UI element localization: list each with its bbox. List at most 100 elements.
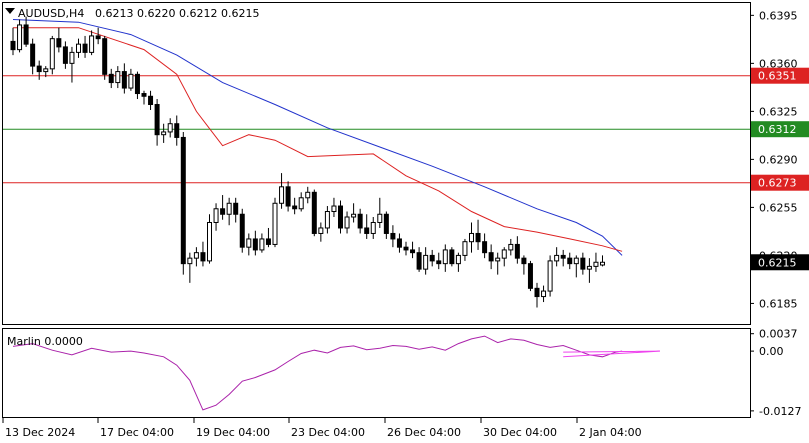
- candle-body: [226, 202, 232, 215]
- candle-body: [403, 246, 409, 251]
- candle-body: [593, 261, 599, 267]
- marlin-line: [12, 335, 623, 411]
- candle-body: [69, 51, 75, 64]
- price-panel[interactable]: [2, 2, 751, 325]
- candle-body: [154, 104, 160, 136]
- candle-body: [128, 73, 134, 89]
- candle-body: [331, 205, 337, 213]
- indicator-tick-label: 0.00: [759, 345, 784, 358]
- candle-body: [318, 227, 324, 234]
- price-tick-label: 0.6290: [759, 153, 798, 166]
- candle-body: [554, 254, 560, 262]
- candle-body: [377, 213, 383, 223]
- candle-body: [298, 197, 304, 210]
- candle-body: [259, 238, 265, 251]
- candle-body: [364, 227, 370, 234]
- candle-body: [56, 38, 62, 48]
- candle-body: [220, 208, 226, 215]
- candle-body: [30, 43, 36, 67]
- candle-body: [560, 254, 566, 259]
- candle-body: [586, 265, 592, 270]
- candle-body: [573, 257, 579, 265]
- candle-body: [600, 261, 605, 266]
- candle-body: [239, 213, 245, 248]
- candle-body: [541, 290, 547, 298]
- candle-body: [246, 238, 252, 248]
- ma-slow-line: [12, 19, 623, 256]
- time-tick-label: 26 Dec 04:00: [387, 426, 461, 439]
- candle-body: [416, 252, 422, 270]
- candle-body: [200, 252, 206, 262]
- current-price-label: 0.6215: [758, 256, 797, 269]
- candle-body: [252, 238, 258, 251]
- candle-body: [102, 38, 108, 75]
- candle-body: [82, 43, 88, 53]
- indicator-panel[interactable]: [2, 328, 751, 418]
- current-price-tag: [751, 254, 809, 271]
- candle-body: [89, 35, 95, 53]
- horizontal-levels: [3, 75, 750, 184]
- candle-body: [62, 46, 68, 64]
- candle-body: [423, 254, 429, 270]
- indicator-title: Marlin 0.0000: [7, 335, 83, 348]
- marlin-indicator: 0.0037 0.00 -0.0127: [12, 328, 801, 418]
- candle-body: [469, 232, 474, 243]
- candle-body: [187, 257, 193, 265]
- time-tick-label: 23 Dec 04:00: [291, 426, 365, 439]
- candle-body: [495, 257, 501, 262]
- candle-body: [193, 252, 199, 259]
- candle-body: [534, 287, 540, 298]
- candle-body: [174, 123, 180, 138]
- candle-body: [567, 257, 573, 265]
- candle-body: [396, 238, 402, 248]
- candle-body: [488, 252, 494, 262]
- candle-body: [521, 257, 527, 265]
- candle-body: [279, 186, 285, 204]
- candle-body: [292, 205, 298, 210]
- candle-body: [161, 131, 167, 136]
- candle-body: [455, 254, 461, 265]
- candle-body: [383, 213, 389, 234]
- candle-body: [265, 238, 271, 245]
- candle-body: [527, 263, 533, 289]
- candle-body: [449, 249, 455, 265]
- candle-body: [36, 65, 42, 73]
- price-tick-label: 0.6360: [759, 57, 798, 70]
- candle-body: [23, 24, 29, 45]
- candle-body: [351, 213, 357, 218]
- candle-body: [233, 202, 239, 215]
- candle-body: [508, 243, 514, 251]
- indicator-tick-label: -0.0127: [759, 405, 801, 418]
- candle-body: [442, 249, 448, 265]
- candle-body: [370, 221, 376, 234]
- candle-body: [547, 260, 553, 292]
- symbol-label: AUDUSD,H4: [18, 7, 84, 20]
- candle-body: [115, 71, 121, 84]
- time-tick-label: 30 Dec 04:00: [483, 426, 557, 439]
- candle-body: [357, 213, 363, 229]
- price-tick-label: 0.6395: [759, 9, 798, 22]
- price-tick-label: 0.6325: [759, 105, 798, 118]
- ma-fast-line: [13, 27, 623, 252]
- candle-body: [272, 202, 278, 245]
- indicator-tick-label: 0.0037: [759, 328, 798, 341]
- ohlc-label: 0.6213 0.6220 0.6212 0.6215: [95, 7, 259, 20]
- level-price-tag: [751, 121, 809, 138]
- level-price-tag: [751, 174, 809, 191]
- time-tick-label: 13 Dec 2024: [5, 426, 75, 439]
- candle-body: [501, 249, 507, 259]
- candle-body: [207, 221, 212, 262]
- dropdown-triangle-icon[interactable]: [5, 8, 15, 14]
- candle-body: [49, 38, 55, 70]
- level-price-tag: [751, 67, 809, 84]
- candle-body: [338, 205, 343, 229]
- candle-body: [167, 123, 173, 133]
- candle-body: [429, 254, 435, 262]
- price-axis: 0.63950.63600.63250.62900.62550.62200.61…: [750, 9, 809, 310]
- level-price-tag-label: 0.6312: [758, 123, 797, 136]
- candle-body: [514, 243, 520, 259]
- level-price-tag-label: 0.6273: [758, 177, 797, 190]
- candle-body: [305, 191, 311, 199]
- price-tick-label: 0.6185: [759, 297, 798, 310]
